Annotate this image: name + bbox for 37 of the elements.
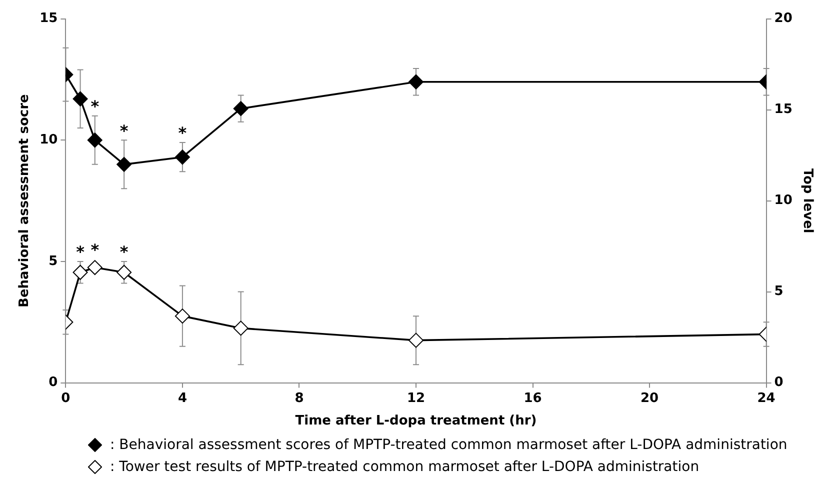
legend-label: : Tower test results of MPTP-treated common marmoset after L-DOPA administration [110, 459, 700, 475]
y-tick-label: 0 [48, 375, 58, 390]
point [174, 308, 190, 324]
legend-label: : Behavioral assessment scores of MPTP-treated common marmoset after L-DOPA administration [110, 437, 788, 453]
point [233, 101, 248, 116]
point [87, 260, 102, 276]
y2-tick-label: 5 [774, 284, 784, 300]
point [116, 264, 132, 280]
x-axis-title: Time after L-dopa treatment (hr) [295, 414, 537, 429]
y2-tick-label: 15 [774, 102, 792, 118]
x-tick-label: 12 [406, 390, 426, 406]
x-tick-label: 4 [178, 390, 187, 406]
annotation: * [90, 97, 100, 116]
point [116, 156, 132, 172]
y-tick-label: 10 [40, 132, 58, 148]
x-tick-label: 20 [640, 390, 659, 406]
y-axis-title: Behavioral assessment socre [17, 94, 32, 308]
y-tick-label: 15 [40, 11, 58, 26]
point [233, 320, 248, 336]
y2-axis-title: Top level [800, 168, 815, 234]
annotation: * [90, 240, 100, 260]
x-tick-label: 0 [61, 390, 70, 406]
annotation: * [76, 242, 86, 262]
point [174, 150, 190, 165]
x-tick-label: 24 [757, 390, 776, 406]
x-tick-label: 8 [294, 390, 304, 406]
y2-tick-label: 20 [774, 11, 792, 26]
annotation: * [120, 242, 129, 262]
point [72, 264, 88, 280]
annotation: * [120, 121, 129, 140]
y2-tick-label: 10 [774, 193, 792, 208]
point [87, 132, 102, 148]
y-tick-label: 5 [48, 254, 58, 269]
annotation: * [178, 124, 188, 143]
y2-tick-label: 0 [774, 375, 784, 390]
x-tick-label: 16 [524, 390, 542, 406]
point [72, 91, 88, 106]
